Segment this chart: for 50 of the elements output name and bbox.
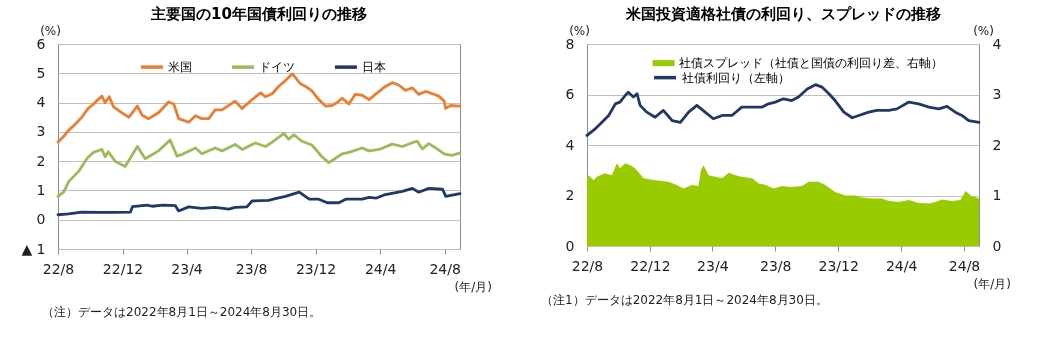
- x-tick-label: 22/12: [102, 260, 144, 277]
- chart-title: 米国投資適格社債の利回り、スプレッドの推移: [624, 5, 941, 23]
- y-tick-label: 6: [36, 35, 46, 52]
- y-tick-label: 2: [565, 187, 575, 203]
- y-tick-label: 4: [36, 94, 46, 111]
- x-tick-label: 22/12: [630, 257, 671, 274]
- y-tick-label: 5: [36, 64, 46, 81]
- x-tick-label: 23/4: [697, 257, 729, 274]
- line-series: [585, 83, 981, 137]
- legend-label: 社債利回り（左軸）: [681, 70, 790, 85]
- legend-label: 日本: [362, 60, 387, 75]
- line-series: [56, 131, 462, 198]
- text: （注1）データは2022年8月1日～2024年8月30日。: [541, 293, 828, 307]
- legend-label: 社債スプレッド（社債と国債の利回り差、右軸）: [678, 56, 943, 71]
- x-tick-label: 24/4: [885, 257, 918, 274]
- legend-label: ドイツ: [259, 60, 296, 75]
- x-tick-label: 22/8: [571, 257, 604, 274]
- text: （注）データは2022年8月1日～2024年8月30日。: [42, 305, 322, 319]
- y-tick-label: 2: [36, 152, 46, 169]
- x-axis-title: (年/月): [454, 279, 492, 294]
- y2-tick-label: 2: [992, 136, 1002, 153]
- y2-tick-label: 0: [992, 237, 1002, 254]
- y2-tick-label: 1: [992, 187, 1002, 203]
- y-axis-title: (%): [40, 23, 61, 38]
- y-tick-label: 6: [565, 86, 575, 102]
- y2-axis-title: (%): [973, 23, 994, 38]
- y-tick-label: 3: [36, 123, 46, 140]
- y-tick-label: 0: [565, 237, 575, 254]
- y-axis-title: (%): [569, 23, 590, 38]
- x-tick-label: 23/8: [235, 260, 268, 277]
- line-series: [56, 72, 462, 144]
- y-tick-label: 8: [565, 35, 575, 52]
- x-tick-label: 23/12: [295, 260, 337, 277]
- x-tick-label: 24/4: [364, 260, 397, 277]
- y2-tick-label: 4: [992, 35, 1002, 52]
- line-series: [56, 186, 462, 217]
- x-tick-label: 24/8: [429, 260, 461, 277]
- x-tick-label: 23/8: [760, 257, 792, 274]
- chart-title: 主要国の10年国債利回りの推移: [150, 5, 367, 23]
- x-axis-title: (年/月): [973, 276, 1011, 291]
- x-tick-label: 23/4: [171, 260, 203, 277]
- x-tick-label: 24/8: [948, 257, 981, 274]
- legend-label: 米国: [168, 60, 193, 75]
- x-tick-label: 23/12: [818, 257, 859, 274]
- x-tick-label: 22/8: [42, 260, 75, 277]
- y-tick-label: 4: [565, 136, 575, 153]
- y-tick-label: 0: [36, 211, 46, 228]
- y-tick-label: ▲ 1: [21, 240, 46, 257]
- y2-tick-label: 3: [992, 86, 1002, 102]
- y-tick-label: 1: [36, 181, 46, 198]
